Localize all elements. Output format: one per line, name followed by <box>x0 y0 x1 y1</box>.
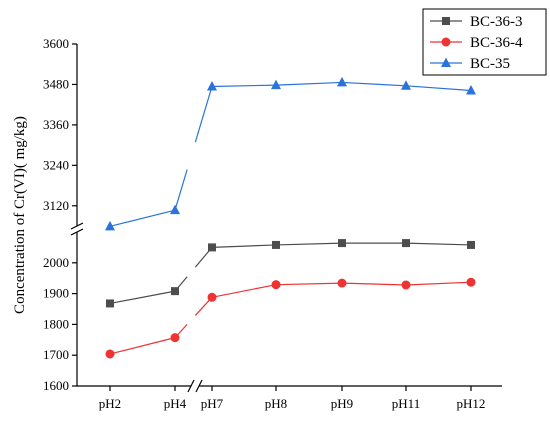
x-axis-break-mark <box>187 379 195 393</box>
data-point <box>338 239 346 248</box>
series-bc-35 <box>105 76 476 231</box>
series-line <box>194 86 213 143</box>
data-point <box>466 85 476 95</box>
y-tick-label: 1800 <box>43 316 69 331</box>
series-line <box>109 337 176 355</box>
y-tick-label: 1700 <box>43 347 69 362</box>
legend-item: BC-35 <box>430 56 510 72</box>
x-tick-label: pH9 <box>331 396 353 411</box>
data-point <box>401 280 411 290</box>
data-point <box>170 204 180 215</box>
axes: 1600 1700 1800 1900 2000 3120 3240 3360 3480 3600… <box>43 36 502 411</box>
legend-item: BC-36-4 <box>430 35 523 51</box>
data-point <box>171 287 179 296</box>
data-point <box>466 277 476 287</box>
data-point <box>105 349 115 359</box>
data-point <box>337 76 347 87</box>
x-tick-label: pH7 <box>201 396 224 411</box>
data-point <box>207 80 217 91</box>
x-tick-label: pH8 <box>265 396 287 411</box>
x-tick-label: pH12 <box>457 396 486 411</box>
y-tick-label: 2000 <box>43 255 69 270</box>
series-bc-36-4 <box>105 277 476 359</box>
y-tick-label: 3360 <box>43 117 69 132</box>
series-line <box>109 290 176 305</box>
data-point <box>105 220 115 231</box>
data-point <box>170 333 180 343</box>
y-tick-label: 1600 <box>43 378 69 393</box>
y-axis-break-mark <box>70 228 84 236</box>
y-tick-label: 3240 <box>43 157 69 172</box>
series-line <box>174 169 188 211</box>
y-tick-label: 3480 <box>43 76 69 91</box>
y-tick-label: 1900 <box>43 286 69 301</box>
y-tick-label: 3120 <box>43 198 69 213</box>
legend-marker <box>441 57 451 67</box>
data-point <box>106 299 114 308</box>
data-point <box>337 278 347 288</box>
series-bc-36-3 <box>106 239 475 308</box>
data-point <box>271 280 281 290</box>
y-axis-break-mark <box>70 222 84 230</box>
legend: BC-36-3 BC-36-4 BC-35 <box>422 8 547 76</box>
legend-label: BC-35 <box>470 56 510 72</box>
y-tick-label: 3600 <box>43 36 69 51</box>
x-axis-break-mark <box>195 379 203 393</box>
data-point <box>207 292 217 302</box>
x-tick-label: pH11 <box>392 396 420 411</box>
legend-label: BC-36-3 <box>470 14 523 30</box>
legend-marker <box>441 37 451 47</box>
legend-label: BC-36-4 <box>470 35 523 51</box>
legend-item: BC-36-3 <box>430 14 523 30</box>
x-tick-label: pH2 <box>99 396 121 411</box>
data-point <box>208 243 216 252</box>
data-point <box>271 79 281 90</box>
series-layer <box>105 76 476 359</box>
data-point <box>272 240 280 249</box>
data-point <box>402 239 410 248</box>
legend-marker <box>442 17 450 25</box>
data-point <box>467 240 475 249</box>
series-line <box>109 209 176 227</box>
x-tick-label: pH4 <box>164 396 187 411</box>
data-point <box>401 80 411 90</box>
y-axis-label: Concentration of Cr(VI)( mg/kg) <box>12 116 28 314</box>
